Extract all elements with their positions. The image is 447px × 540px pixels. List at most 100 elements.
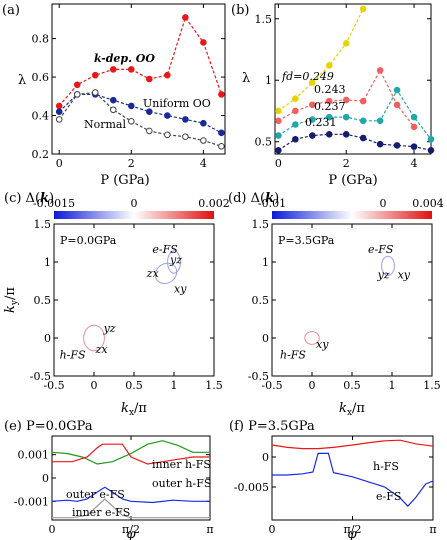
x-tick-label: π [429,523,436,536]
panel-a-frame [51,3,226,155]
panel-e-xlabel: φ [126,527,136,540]
data-point [359,5,367,13]
fs-label: e-FS [152,243,178,256]
data-point [127,66,135,73]
data-point [218,143,225,150]
panel-a-plot: 0 2 4 0.2 0.4 0.6 0.8 [32,4,225,170]
x-tick-label: 1.5 [205,379,223,392]
fs-label: h-FS [280,349,306,362]
data-point [73,91,81,98]
fs-label: yz [169,254,182,267]
legend-inner-h-fs: inner h-FS [152,458,211,471]
data-point [127,102,135,110]
panel-e-title: (e) P=0.0GPa [4,419,93,434]
series-line [58,16,222,107]
x-tick-label: π/2 [344,523,362,536]
panel-a: (a) 0 2 40.20.40.60.8 λ P (GPa) k-dep. OO … [2,3,226,188]
x-tick-label: 2 [343,157,350,170]
panel-a-xlabel: P (GPa) [100,173,149,188]
y-tick-label: 1.5 [255,13,273,26]
panel-f-xlabel: φ [347,527,357,540]
data-point [109,106,117,114]
y-tick-label: -0.5 [30,370,51,383]
data-point [309,116,316,123]
data-point [359,97,367,105]
data-point [359,134,367,142]
panel-d-xlabel: kx/π [339,401,365,418]
x-tick-label: π [206,523,213,536]
legend-fd-0237: 0.237 [314,100,346,113]
data-point [200,137,207,144]
data-point [309,101,316,109]
data-point [146,75,153,83]
legend-uniform-oo: Uniform OO [143,97,211,110]
electron-pocket [381,255,395,276]
data-point [275,117,282,125]
data-point [342,113,350,121]
panel-b: (b) 0 2 40.511.5 λ P (GPa) fd=0.249 0.243 … [231,3,435,188]
x-tick-label: π/2 [122,523,140,536]
fs-label: xy [316,338,329,351]
panel-d: (d) Δ(k) -0.01 0 0.004 -0.5 0 0.5 1 1.5 -0.5 0… [228,191,444,418]
y-tick-label: 0.5 [252,294,270,307]
fs-label: yz [377,269,390,282]
data-point [376,117,384,125]
panel-b-xlabel: P (GPa) [328,173,377,188]
panel-d-colorbar [272,211,432,219]
legend-inner-e-fs: inner e-FS [72,506,130,519]
data-point [146,127,153,135]
series-line [272,452,434,508]
data-point [292,95,299,102]
x-tick-label: 0 [309,379,316,392]
data-point [200,119,207,127]
data-point [182,116,189,123]
data-point [91,89,99,96]
legend-f-h-fs: h-FS [373,460,399,473]
data-point [275,132,282,139]
data-point [410,113,418,121]
panel-a-ylabel: λ [18,73,26,88]
data-point [410,123,418,131]
data-point [218,91,225,98]
y-tick-label: 0.5 [34,294,52,307]
x-tick-label: 1.5 [423,379,441,392]
data-point [376,67,384,74]
y-tick-label: 1.5 [252,218,270,231]
y-tick-label: 0.4 [32,110,50,123]
data-point [55,102,63,110]
x-tick-label: 4 [411,157,418,170]
x-tick-label: 0.5 [343,379,361,392]
panel-d-pressure: P=3.5GPa [278,234,335,247]
x-tick-label: 1 [389,379,396,392]
x-tick-label: -0.5 [261,379,282,392]
data-point [342,96,350,104]
panel-b-ylabel: λ [242,71,250,86]
data-point [55,116,63,123]
panel-a-label: (a) [2,3,20,18]
x-tick-label: 0 [91,379,98,392]
legend-outer-e-fs: outer e-FS [66,488,125,501]
data-point [325,62,333,69]
panel-d-title: (d) Δ(k) [228,191,279,206]
series-line [271,439,434,450]
legend-normal: Normal [84,118,126,131]
y-tick-label: -0.001 [14,495,49,508]
y-tick-label: 0 [42,472,49,485]
panel-c-pressure: P=0.0GPa [60,234,117,247]
x-tick-label: 0 [49,523,56,536]
data-point [200,39,207,46]
data-point [109,66,117,73]
series-line [52,498,210,519]
data-point [427,147,435,154]
panel-e: (e) P=0.0GPa 0 π/2 π 0.001 0 -0.001 φ inner h… [4,419,214,540]
x-tick-label: 0 [275,157,282,170]
data-point [146,108,153,115]
y-tick-label: 0.8 [32,33,50,46]
series-line [278,88,432,140]
data-point [55,108,63,115]
data-point [292,121,299,128]
fs-label: xy [174,282,187,295]
data-point [393,86,401,94]
